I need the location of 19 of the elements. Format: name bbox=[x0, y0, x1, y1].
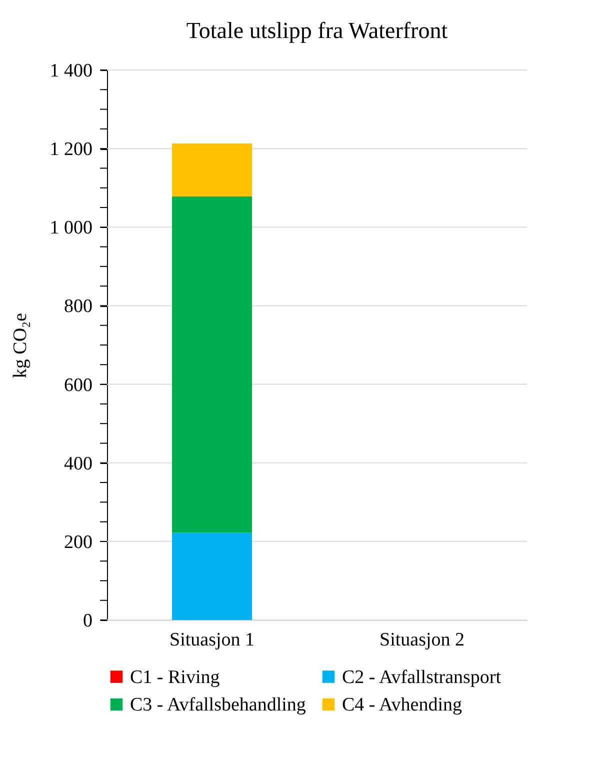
legend-label: C4 - Avhending bbox=[342, 694, 462, 716]
y-tick-label: 1 400 bbox=[50, 60, 92, 82]
y-tick-label: 0 bbox=[83, 610, 92, 632]
legend-label: C3 - Avfallsbehandling bbox=[130, 694, 306, 716]
y-tick-label: 1 200 bbox=[50, 139, 92, 160]
x-tick-label: Situasjon 1 bbox=[170, 630, 254, 650]
y-tick-label: 600 bbox=[64, 374, 92, 396]
bar bbox=[172, 196, 252, 533]
legend-label: C2 - Avfallstransport bbox=[342, 666, 502, 688]
y-tick-label: 400 bbox=[64, 453, 92, 474]
bar bbox=[172, 532, 252, 620]
y-tick-label: 1 000 bbox=[50, 218, 92, 239]
y-axis-title: kg CO₂e bbox=[10, 312, 31, 378]
legend-label: C1 - Riving bbox=[130, 666, 220, 688]
chart-title: Totale utslipp fra Waterfront bbox=[186, 18, 448, 43]
y-tick-label: 800 bbox=[64, 296, 92, 318]
bar bbox=[172, 143, 252, 196]
y-tick-label: 200 bbox=[64, 532, 92, 553]
x-tick-label: Situasjon 2 bbox=[380, 630, 464, 650]
